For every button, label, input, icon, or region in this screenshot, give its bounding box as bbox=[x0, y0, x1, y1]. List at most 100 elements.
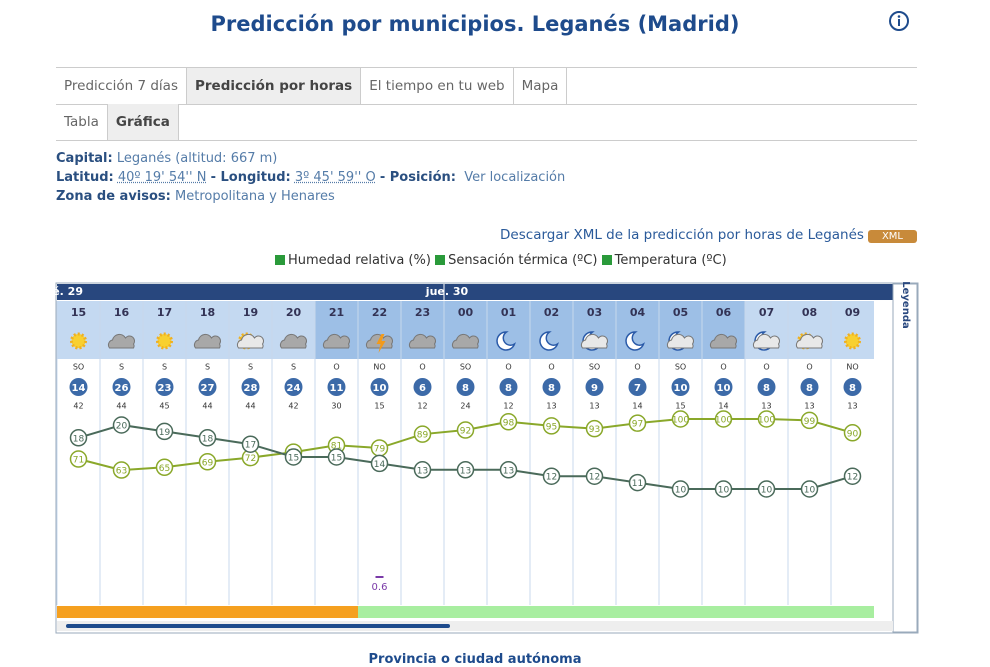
cloud bbox=[279, 333, 307, 349]
wind-direction: O bbox=[720, 363, 726, 372]
hour: 00 bbox=[458, 306, 474, 319]
hour: 18 bbox=[200, 306, 215, 319]
hour-header bbox=[616, 301, 659, 359]
cloud bbox=[709, 333, 737, 349]
humidity-point bbox=[499, 413, 518, 431]
temperature-point bbox=[370, 454, 389, 473]
humidity-label: 63 bbox=[116, 467, 127, 477]
warning-band bbox=[401, 606, 444, 618]
xml-button[interactable]: XML bbox=[867, 230, 917, 243]
label: Latitud: bbox=[56, 170, 114, 185]
temperature-point bbox=[843, 467, 862, 485]
value: 3º 45' 59'' O bbox=[294, 170, 376, 185]
hour: 17 bbox=[157, 306, 172, 319]
humidity-point bbox=[714, 410, 733, 428]
humidity-label: 81 bbox=[331, 442, 342, 452]
hour-header bbox=[401, 301, 444, 359]
temperature-line bbox=[78, 423, 853, 490]
gust: 13 bbox=[546, 402, 556, 411]
hour-header bbox=[186, 301, 229, 359]
temperature-point bbox=[241, 435, 260, 453]
legend-entry[interactable]: Temperatura (ºC) bbox=[614, 253, 727, 268]
temperature-point bbox=[456, 461, 475, 479]
wind-direction: S bbox=[248, 363, 253, 372]
warning-band bbox=[57, 606, 100, 618]
footer: Provincia o ciudad autónoma bbox=[368, 652, 582, 667]
tab[interactable]: El tiempo en tu web bbox=[361, 68, 514, 104]
cloud bbox=[451, 333, 479, 349]
download-link[interactable]: Descargar XML de la predicción por horas… bbox=[500, 227, 864, 243]
warning-band bbox=[745, 606, 788, 618]
wind-circle bbox=[370, 378, 389, 396]
temperature-label: 10 bbox=[761, 486, 773, 496]
cloud bbox=[193, 333, 221, 349]
cloud bbox=[408, 333, 436, 349]
link[interactable]: Ver localización bbox=[464, 170, 566, 185]
warning-band bbox=[788, 606, 831, 618]
hour: 23 bbox=[415, 306, 430, 319]
scroll-thumb[interactable] bbox=[66, 624, 450, 628]
hour: 07 bbox=[759, 306, 774, 319]
info-line: Zona de avisos: Metropolitana y Henares bbox=[56, 189, 335, 204]
tab[interactable]: Predicción por horas bbox=[187, 68, 362, 104]
wind-direction: S bbox=[205, 363, 210, 372]
humidity-point bbox=[585, 419, 604, 438]
wind-speed: 8 bbox=[505, 383, 512, 394]
warning-band bbox=[530, 606, 573, 618]
humidity-point bbox=[155, 458, 174, 477]
wind-direction: NO bbox=[846, 363, 858, 372]
wind-speed: 10 bbox=[674, 383, 688, 394]
humidity-label: 89 bbox=[417, 431, 429, 441]
legend-entry[interactable]: Humedad relativa (%) bbox=[288, 253, 431, 268]
humidity-label: 100 bbox=[672, 416, 689, 426]
wind-speed: 27 bbox=[201, 383, 215, 394]
gust: 12 bbox=[503, 402, 513, 411]
humidity-label: 97 bbox=[632, 420, 643, 430]
humidity-point bbox=[671, 410, 690, 428]
temperature-label: 10 bbox=[804, 486, 816, 496]
tab[interactable]: Mapa bbox=[514, 68, 568, 104]
humidity-line bbox=[78, 418, 853, 472]
info-icon[interactable] bbox=[888, 10, 910, 32]
subtab[interactable]: Gráfica bbox=[107, 104, 179, 140]
temperature-label: 12 bbox=[589, 473, 600, 483]
gust: 13 bbox=[589, 402, 599, 411]
hour-header bbox=[788, 301, 831, 359]
humidity-point bbox=[843, 424, 862, 442]
humidity-label: 72 bbox=[245, 454, 256, 464]
wind-speed: 8 bbox=[849, 383, 856, 394]
day-label: jue. 30 bbox=[425, 285, 469, 298]
gust: 44 bbox=[202, 402, 212, 411]
hour-header bbox=[444, 301, 487, 359]
gust: 42 bbox=[73, 402, 83, 411]
hour: 08 bbox=[802, 306, 817, 319]
hour-header bbox=[659, 301, 702, 359]
sun bbox=[238, 332, 255, 350]
page-title: Predicción por municipios. Leganés (Madr… bbox=[210, 12, 740, 36]
warning-band bbox=[358, 606, 401, 618]
gust: 44 bbox=[116, 402, 126, 411]
humidity-point bbox=[456, 421, 475, 439]
gust: 12 bbox=[417, 402, 427, 411]
wind-circle bbox=[413, 378, 432, 396]
humidity-label: 92 bbox=[460, 427, 471, 437]
wind-circle bbox=[671, 378, 690, 396]
gust: 24 bbox=[460, 402, 470, 411]
hour: 16 bbox=[114, 306, 130, 319]
humidity-label: 100 bbox=[715, 416, 732, 426]
temperature-label: 20 bbox=[116, 422, 128, 432]
hour-header bbox=[358, 301, 401, 359]
hour: 01 bbox=[501, 306, 516, 319]
scrollbar bbox=[57, 621, 893, 631]
hour: 21 bbox=[329, 306, 344, 319]
legend: Humedad relativa (%) Sensación térmica (… bbox=[275, 253, 727, 268]
bolt bbox=[376, 334, 386, 353]
hour: 02 bbox=[544, 306, 559, 319]
sun bbox=[797, 332, 814, 350]
legend-entry[interactable]: Sensación térmica (ºC) bbox=[448, 253, 598, 268]
warning-band bbox=[616, 606, 659, 618]
sun bbox=[156, 332, 173, 350]
subtab[interactable]: Tabla bbox=[56, 104, 108, 140]
cloud bbox=[795, 333, 823, 349]
tab[interactable]: Predicción 7 días bbox=[56, 68, 187, 104]
